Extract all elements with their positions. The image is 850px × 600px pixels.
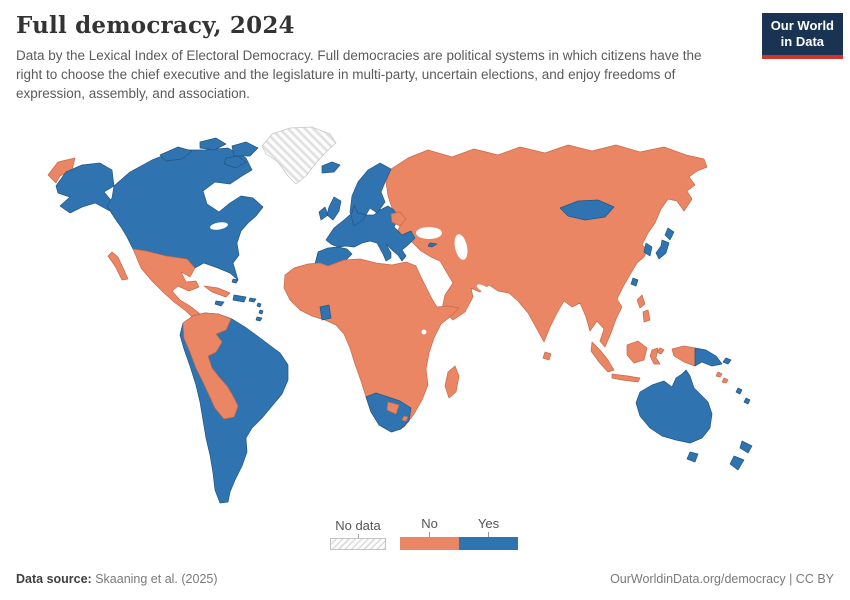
- map-region-africa[interactable]: [283, 258, 460, 433]
- map-legend: No data No Yes: [330, 516, 518, 550]
- attribution-link[interactable]: OurWorldinData.org/democracy | CC BY: [610, 572, 834, 586]
- map-region-australia[interactable]: [635, 369, 713, 444]
- chart-footer: Data source: Skaaning et al. (2025) OurW…: [16, 572, 834, 586]
- map-region-solomon-islands[interactable]: [715, 371, 729, 384]
- map-region-cuba[interactable]: [203, 285, 231, 298]
- legend-yes-swatch[interactable]: [459, 537, 518, 550]
- map-region-taiwan[interactable]: [630, 277, 639, 287]
- persian-gulf-water: [476, 284, 492, 294]
- caspian-sea-water: [454, 234, 468, 260]
- black-sea-water: [416, 227, 442, 239]
- map-region-ghana[interactable]: [319, 304, 332, 321]
- chart-header: Full democracy, 2024 Data by the Lexical…: [16, 12, 756, 103]
- legend-yes-label: Yes: [477, 516, 500, 531]
- map-region-maritime-se-asia[interactable]: [590, 294, 665, 383]
- map-region-arctic-islands[interactable]: [159, 137, 259, 169]
- legend-category-yes[interactable]: Yes: [459, 516, 518, 550]
- map-region-europe[interactable]: [314, 162, 416, 274]
- map-region-papua-new-guinea[interactable]: [694, 347, 732, 367]
- legend-no-label: No: [421, 516, 438, 531]
- chart-subtitle: Data by the Lexical Index of Electoral D…: [16, 48, 702, 102]
- map-region-sri-lanka[interactable]: [542, 351, 552, 361]
- map-region-cyprus[interactable]: [427, 242, 438, 248]
- chart-title: Full democracy, 2024: [16, 12, 295, 39]
- map-region-botswana[interactable]: [386, 401, 409, 422]
- legend-no-swatch[interactable]: [400, 537, 459, 550]
- legend-no-data-swatch[interactable]: [330, 538, 386, 550]
- owid-logo[interactable]: Our World in Data: [761, 13, 843, 59]
- map-region-south-korea[interactable]: [643, 242, 653, 257]
- map-region-south-america-northwest[interactable]: [182, 312, 239, 420]
- legend-no-data-label: No data: [335, 518, 381, 533]
- owid-logo-line2: in Data: [780, 34, 825, 50]
- data-source-value: Skaaning et al. (2025): [91, 572, 218, 586]
- map-region-new-zealand[interactable]: [729, 440, 753, 471]
- owid-logo-line1: Our World: [770, 18, 834, 33]
- map-region-madagascar[interactable]: [444, 365, 460, 399]
- map-region-greenland[interactable]: [261, 126, 337, 185]
- data-source-label: Data source:: [16, 572, 92, 586]
- legend-no-tick: [429, 532, 430, 537]
- map-region-mongolia[interactable]: [559, 199, 615, 221]
- map-region-pacific-islands[interactable]: [735, 387, 751, 405]
- great-lakes-water: [210, 222, 228, 230]
- legend-no-data[interactable]: No data: [330, 518, 386, 550]
- world-map: [0, 118, 850, 518]
- map-region-japan[interactable]: [655, 227, 675, 260]
- map-region-caribbean-islands[interactable]: [214, 278, 264, 322]
- map-region-new-guinea-west[interactable]: [671, 345, 696, 367]
- map-region-russia-asia[interactable]: [385, 144, 708, 348]
- lake-victoria-water: [421, 329, 427, 335]
- legend-category-no[interactable]: No: [400, 516, 459, 550]
- legend-bar: No Yes: [400, 516, 518, 550]
- data-source: Data source: Skaaning et al. (2025): [16, 572, 218, 586]
- map-region-tasmania[interactable]: [686, 451, 699, 463]
- legend-no-data-tick: [357, 534, 359, 538]
- map-region-mexico-central-america[interactable]: [107, 248, 204, 322]
- legend-yes-tick: [488, 532, 489, 537]
- map-region-iceland[interactable]: [321, 161, 341, 174]
- map-region-southern-africa[interactable]: [365, 392, 412, 433]
- map-region-hungary-serbia[interactable]: [390, 211, 407, 227]
